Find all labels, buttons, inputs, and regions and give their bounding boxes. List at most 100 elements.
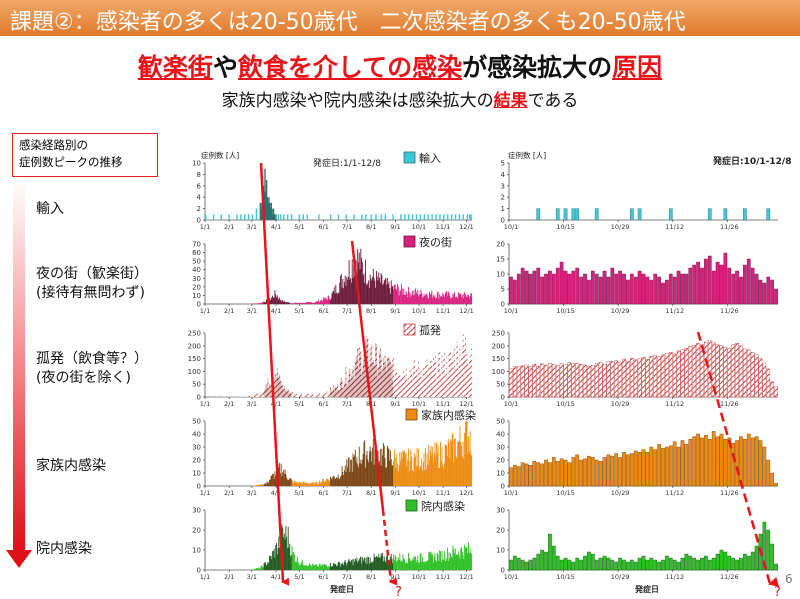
left-row-2-bar: [386, 371, 388, 397]
right-row-3-bar: [579, 459, 583, 487]
left-row-1-xtick-label: 2/1: [224, 307, 234, 315]
left-row-2-bar: [297, 394, 299, 397]
left-row-4-bar: [378, 553, 380, 570]
left-row-2-bar: [298, 394, 300, 397]
right-row-2-bar: [528, 366, 533, 398]
left-row-1-bar: [333, 287, 335, 304]
left-row-3-bar: [307, 483, 309, 486]
left-row-3-bar: [386, 467, 388, 486]
right-row-3-bar: [614, 453, 619, 487]
left-row-4-bar: [332, 565, 334, 570]
left-row-0-ytick-label: 4: [197, 194, 202, 202]
left-row-1-bar: [324, 297, 326, 304]
right-row-2-bar: [711, 342, 716, 398]
left-row-0-bar: [306, 214, 308, 220]
left-row-4-bar: [269, 556, 270, 570]
left-row-1-bar: [383, 280, 385, 304]
left-row-4-bar: [371, 561, 373, 570]
right-row-1-bar: [579, 276, 583, 305]
left-row-2-bar: [248, 396, 250, 397]
left-row-4-bar: [354, 561, 356, 570]
left-row-2-bar: [468, 361, 470, 397]
left-row-2-bar: [466, 356, 468, 397]
left-row-2-bar: [278, 377, 280, 397]
left-row-4-bar: [460, 548, 462, 570]
left-row-3-bar: [323, 482, 325, 486]
right-row-2-bar: [735, 343, 739, 398]
left-row-3-ytick-label: 40: [192, 431, 201, 439]
left-row-3-xtick-label: 3/1: [247, 489, 257, 497]
left-row-2-bar: [344, 381, 346, 397]
right-row-4-bar: [770, 543, 775, 571]
left-row-3-bar: [420, 467, 422, 486]
left-row-0-bar: [275, 214, 277, 220]
left-row-0-bar: [407, 214, 410, 220]
left-row-2-bar: [355, 357, 357, 397]
right-row-2-bar: [762, 363, 767, 398]
left-row-3-bar: [402, 449, 404, 486]
left-row-3-bar: [346, 459, 348, 486]
trend-arrow-2-solid: [350, 240, 385, 511]
right-xlabel: 発症日: [634, 584, 659, 594]
left-row-2-bar: [414, 358, 416, 397]
row-label-sporadic-text: 孤発（飲食等？）: [36, 351, 148, 367]
left-row-1-xtick-label: 11/1: [436, 307, 451, 315]
right-row-2-bar: [626, 360, 630, 398]
left-row-2-bar: [415, 369, 417, 397]
left-row-1-bar: [378, 272, 380, 304]
left-row-1-bar: [435, 298, 437, 304]
left-row-4-bar: [361, 557, 363, 570]
left-row-2-bar: [436, 379, 437, 397]
left-row-1-bar: [361, 261, 363, 304]
left-row-4-bar: [308, 562, 310, 570]
right-row-3-bar: [739, 436, 743, 487]
left-row-3-bar: [464, 432, 466, 486]
left-row-2-bar: [325, 392, 327, 397]
left-row-2-bar: [252, 394, 254, 397]
left-row-2-bar: [302, 395, 304, 397]
right-row-0-ytick-label: 1: [501, 205, 505, 213]
left-row-2-bar: [332, 391, 334, 397]
left-row-1-bar: [442, 292, 444, 304]
left-row-3-bar: [406, 466, 408, 486]
right-row-3-bar: [645, 452, 650, 487]
left-row-4-bar: [387, 562, 389, 570]
left-row-2-bar: [327, 391, 329, 397]
left-row-3-bar: [308, 483, 310, 486]
right-row-2-bar: [594, 363, 599, 398]
right-row-2-bar: [641, 357, 646, 398]
left-row-3-bar: [280, 463, 282, 486]
left-row-3-bar: [438, 467, 440, 486]
left-row-0-bar: [419, 214, 422, 220]
right-row-0-bar: [766, 208, 771, 221]
right-row-4-bar: [512, 555, 517, 571]
row-label-nightlife: 夜の街（歓楽街） (接待有無問わず): [36, 265, 148, 303]
right-row-4-xtick-label: 10/1: [504, 573, 519, 581]
left-row-1-bar: [424, 296, 426, 304]
left-row-1-bar: [459, 293, 461, 304]
left-row-4-bar: [345, 562, 347, 570]
left-row-4-bar: [277, 547, 279, 570]
left-row-4-bar: [400, 560, 402, 570]
left-row-4-bar: [458, 554, 460, 570]
left-row-4-bar: [425, 561, 427, 570]
left-row-2-bar: [333, 390, 335, 397]
left-row-4-bar: [422, 557, 423, 570]
left-row-4-bar: [254, 568, 256, 570]
left-row-1-bar: [354, 259, 356, 304]
left-row-2-bar: [343, 387, 345, 397]
left-row-4-bar: [401, 561, 403, 570]
left-row-2-bar: [265, 385, 267, 397]
left-row-3-bar: [416, 448, 418, 486]
left-row-1-bar: [342, 278, 344, 304]
left-row-2-bar: [352, 378, 354, 397]
left-row-3-bar: [435, 457, 437, 486]
left-row-0-xtick-label: 6/1: [318, 223, 328, 231]
left-row-3-bar: [263, 484, 265, 486]
left-row-2-bar: [318, 393, 320, 397]
left-row-4-xtick-label: 4/1: [271, 573, 281, 581]
right-row-2-bar: [715, 344, 720, 398]
left-row-0-bar: [380, 214, 383, 220]
left-row-3-bar: [353, 457, 355, 486]
